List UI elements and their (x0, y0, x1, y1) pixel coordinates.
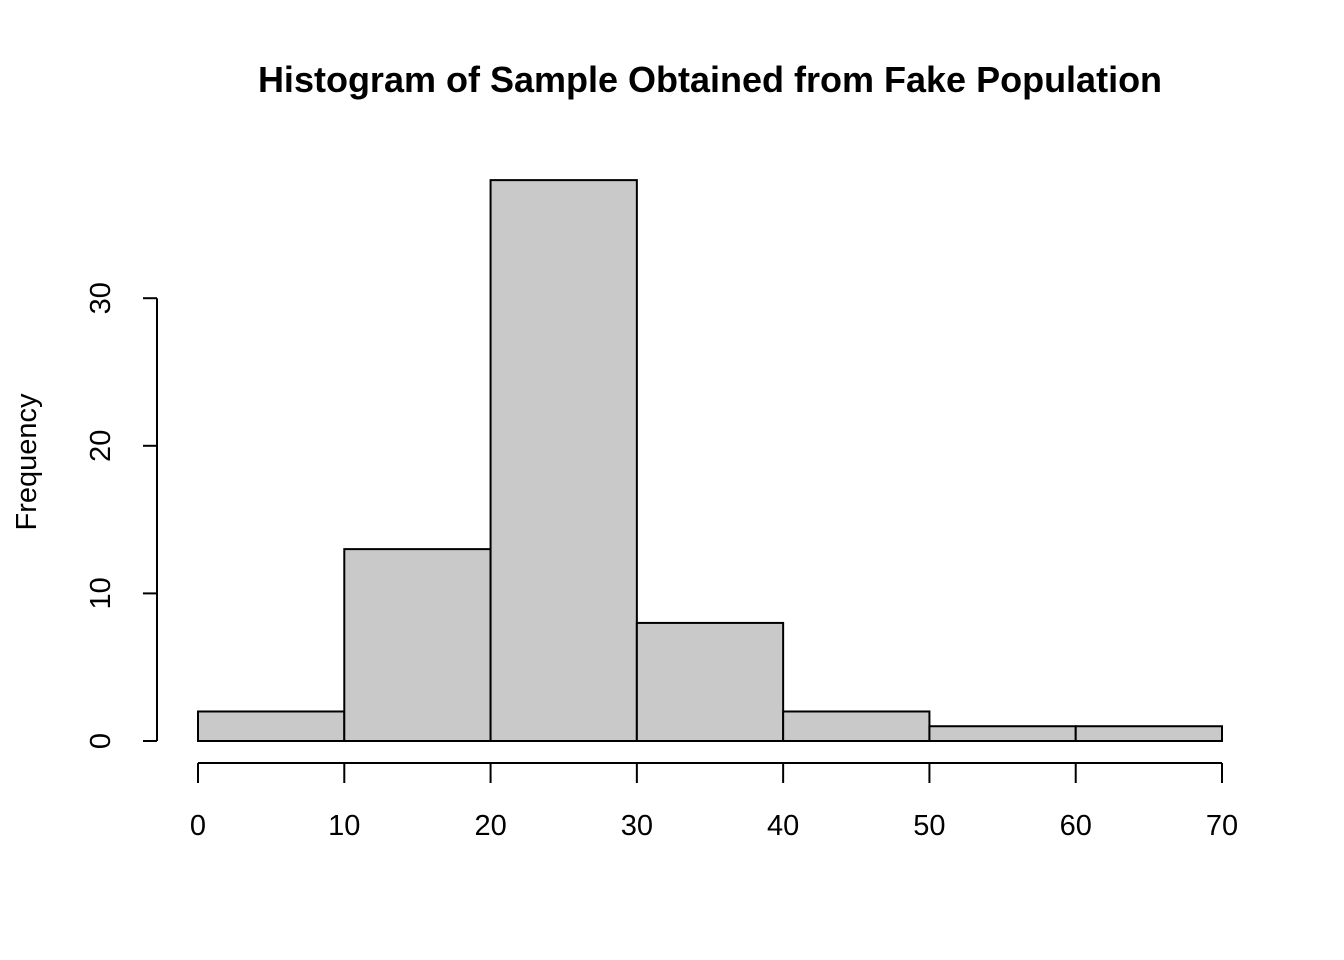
histogram-bar (1074, 725, 1223, 742)
x-axis: 0 10 20 30 40 50 60 70 (190, 762, 1238, 842)
histogram-bar (928, 725, 1077, 742)
chart-title: Histogram of Sample Obtained from Fake P… (258, 59, 1162, 100)
histogram-bar (489, 179, 638, 742)
histogram-bar (197, 710, 346, 742)
x-tick-label: 20 (474, 810, 506, 842)
x-tick-label: 10 (328, 810, 360, 842)
histogram-bar (635, 621, 785, 742)
histogram-bar (782, 710, 931, 742)
y-tick-label: 10 (85, 577, 117, 609)
x-tick-label: 70 (1206, 810, 1238, 842)
x-tick-label: 30 (621, 810, 653, 842)
x-tick-label: 0 (190, 810, 206, 842)
bars-group (197, 179, 1223, 742)
x-tick-label: 60 (1060, 810, 1092, 842)
x-tick-label: 40 (767, 810, 799, 842)
y-tick-label: 20 (85, 430, 117, 462)
y-tick-label: 0 (85, 733, 117, 749)
y-axis-label: Frequency (11, 393, 43, 531)
y-axis: 0 10 20 30 (85, 282, 158, 749)
histogram-bar (343, 548, 492, 742)
y-tick-label: 30 (85, 282, 117, 314)
x-tick-label: 50 (913, 810, 945, 842)
